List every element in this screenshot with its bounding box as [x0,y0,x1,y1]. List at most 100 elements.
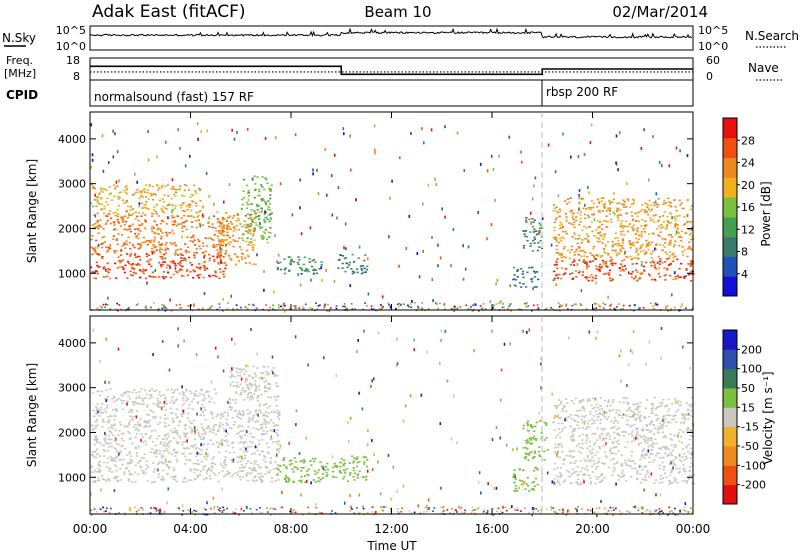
power-cell [253,217,256,220]
power-cell [681,250,684,253]
velocity-cell [356,458,359,460]
power-cell [289,259,292,261]
velocity-cell [152,462,155,464]
power-cell [600,197,603,199]
power-cell [246,237,249,239]
power-cell [611,201,614,204]
velocity-cell [577,450,580,453]
power-cell [103,208,106,210]
noise-left-tick-top: 10^5 [56,24,86,37]
power-speckle [486,169,489,173]
power-cell [580,198,583,200]
power-cell [594,277,597,280]
velocity-speckle [390,497,393,501]
velocity-speckle [370,384,372,388]
power-nearrange-cell [545,308,548,310]
velocity-cell [226,424,229,426]
velocity-cell [174,451,177,454]
power-cell [175,271,178,273]
velocity-cell [678,470,681,473]
power-cell [268,214,271,216]
power-speckle [236,130,238,134]
power-cell [206,245,209,247]
velocity-cell [160,395,163,398]
velocity-speckle [210,380,213,384]
velocity-cell [121,433,124,435]
velocity-cell [145,413,148,416]
velocity-cell [538,455,541,458]
power-cell [283,258,286,260]
power-cell [165,266,168,269]
power-cell [553,264,556,266]
velocity-cell [573,419,576,421]
velocity-cell [128,451,131,453]
velocity-cell [633,462,636,465]
velocity-cell [332,470,335,473]
power-nearrange-cell [382,305,384,308]
power-cell [216,249,219,251]
velocity-cell [589,440,592,443]
velocity-cell [93,469,97,472]
power-nearrange-cell [525,302,528,304]
power-nearrange-cell [278,306,280,309]
power-cell [247,244,250,246]
power-speckle [492,168,495,171]
power-cell [559,237,562,240]
power-cell [561,230,564,233]
power-nearrange-cell [474,304,477,306]
velocity-cell [572,472,576,474]
power-cell [95,239,98,242]
power-speckle [247,198,250,202]
velocity-cell [121,408,124,411]
power-cell [268,220,271,223]
power-speckle [615,134,618,138]
power-cell [559,221,562,224]
power-cell [247,195,250,197]
power-speckle [587,186,589,189]
velocity-cell [608,438,611,441]
velocity-cell [158,402,161,404]
power-cell [129,247,132,250]
velocity-cell [122,432,125,435]
power-cell [225,250,228,252]
power-cell [587,241,590,243]
power-cell [671,253,674,256]
power-cell [208,225,211,228]
velocity-cell [106,399,109,401]
velocity-cell [230,459,233,461]
velocity-cell [236,474,239,476]
velocity-cell [321,465,325,468]
power-cell [525,219,528,222]
velocity-cell [513,489,516,492]
velocity-cell [602,438,606,441]
power-cell [128,225,131,228]
power-nearrange-cell [366,305,368,307]
power-speckle [331,213,334,217]
power-cell [217,252,220,255]
velocity-cell [612,457,615,460]
power-nearrange-cell [127,307,130,309]
power-cell [565,232,569,235]
power-cell [667,264,670,266]
velocity-cell [132,401,135,404]
velocity-cell [248,388,251,391]
velocity-cell [661,461,664,464]
power-cell [657,272,660,275]
velocity-cell [196,474,199,477]
power-nearrange-cell [311,307,313,310]
velocity-cell [665,476,668,479]
velocity-speckle [129,508,131,512]
power-nearrange-cell [318,304,321,307]
velocity-cell [671,482,674,484]
velocity-speckle [90,492,93,496]
power-cell [247,255,250,258]
power-cell [207,221,210,223]
velocity-cell [265,370,268,373]
power-cell [564,256,567,259]
power-cell [116,243,119,246]
velocity-cell [190,445,193,447]
power-cell [260,226,263,229]
power-cell [669,239,672,242]
power-cell [145,201,148,203]
velocity-speckle [113,489,116,493]
